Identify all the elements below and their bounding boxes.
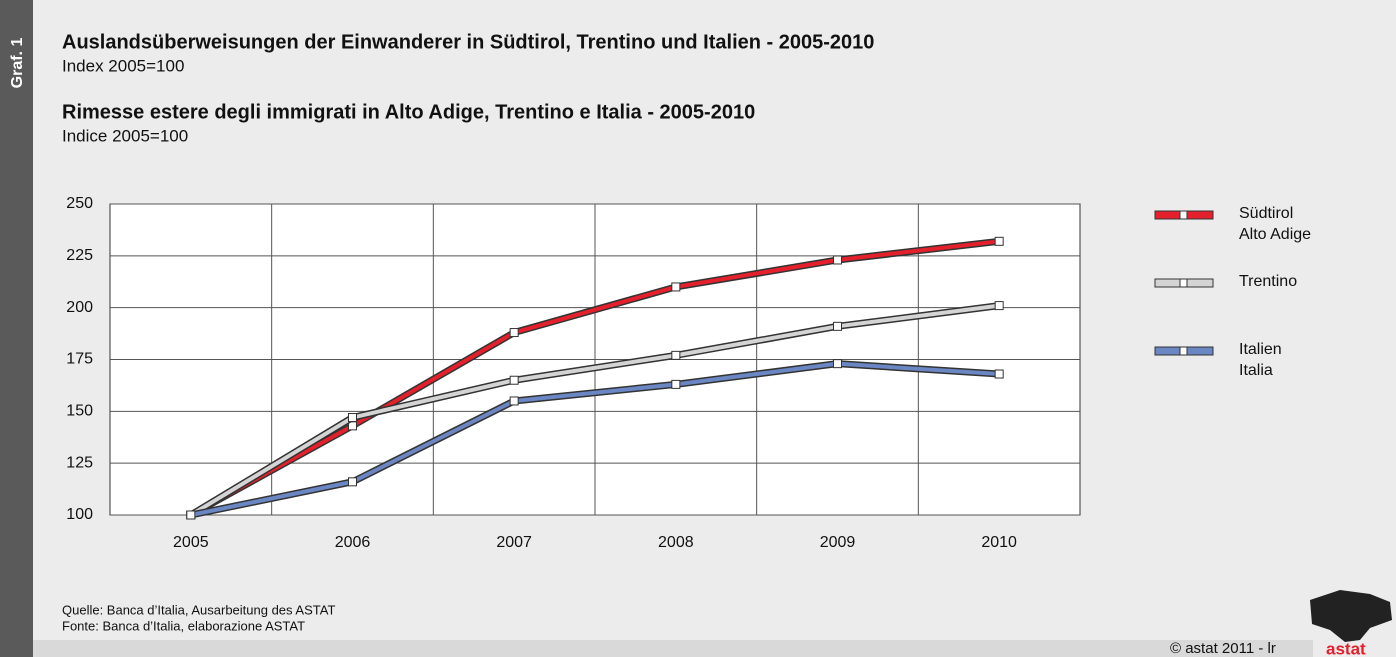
y-tick-label: 225 bbox=[66, 247, 93, 264]
y-tick-label: 250 bbox=[66, 195, 93, 212]
source: Quelle: Banca d’Italia, Ausarbeitung des… bbox=[62, 602, 335, 617]
marker bbox=[509, 328, 519, 338]
legend-label: Trentino bbox=[1239, 273, 1298, 290]
logo-text: astat bbox=[1326, 639, 1366, 657]
y-tick-label: 125 bbox=[66, 454, 93, 471]
line bbox=[190, 361, 1000, 517]
marker bbox=[509, 375, 519, 385]
bottom-strip bbox=[33, 640, 1313, 657]
marker bbox=[994, 236, 1004, 246]
legend-label: Italien Italia bbox=[1239, 341, 1282, 379]
legend-label: Südtirol Alto Adige bbox=[1239, 205, 1312, 243]
legend-marker bbox=[1179, 210, 1188, 220]
marker bbox=[833, 321, 842, 331]
title: Auslandsüberweisungen der Einwanderer in… bbox=[62, 31, 874, 53]
y-tick-label: 175 bbox=[66, 351, 93, 368]
x-tick-label: 2007 bbox=[496, 534, 532, 551]
marker bbox=[833, 359, 842, 369]
marker bbox=[348, 477, 357, 487]
logo-shape bbox=[1310, 590, 1392, 642]
x-tick-label: 2010 bbox=[981, 534, 1017, 551]
source: Fonte: Banca d’Italia, elaborazione ASTA… bbox=[62, 618, 305, 633]
legend-marker bbox=[1179, 346, 1188, 356]
legend-marker bbox=[1179, 278, 1188, 288]
x-tick-label: 2005 bbox=[173, 534, 209, 551]
x-tick-label: 2009 bbox=[820, 534, 856, 551]
line bbox=[189, 303, 1000, 517]
side-label: Graf. 1 bbox=[9, 38, 26, 89]
y-tick-label: 200 bbox=[66, 299, 93, 316]
marker bbox=[671, 282, 681, 292]
marker bbox=[348, 413, 357, 423]
title: Rimesse estere degli immigrati in Alto A… bbox=[62, 101, 755, 123]
marker bbox=[671, 350, 681, 360]
marker bbox=[186, 510, 196, 520]
copyright: © astat 2011 - lr bbox=[1170, 640, 1276, 657]
y-tick-label: 150 bbox=[66, 403, 93, 420]
x-tick-label: 2008 bbox=[658, 534, 694, 551]
marker bbox=[994, 301, 1004, 311]
subtitle: Indice 2005=100 bbox=[62, 126, 188, 145]
subtitle: Index 2005=100 bbox=[62, 56, 184, 75]
marker bbox=[509, 396, 519, 406]
marker bbox=[671, 379, 681, 389]
marker bbox=[994, 369, 1004, 379]
marker bbox=[833, 255, 842, 265]
side-strip bbox=[0, 0, 33, 657]
y-tick-label: 100 bbox=[66, 506, 93, 523]
x-tick-label: 2006 bbox=[335, 534, 371, 551]
line bbox=[189, 239, 1000, 517]
